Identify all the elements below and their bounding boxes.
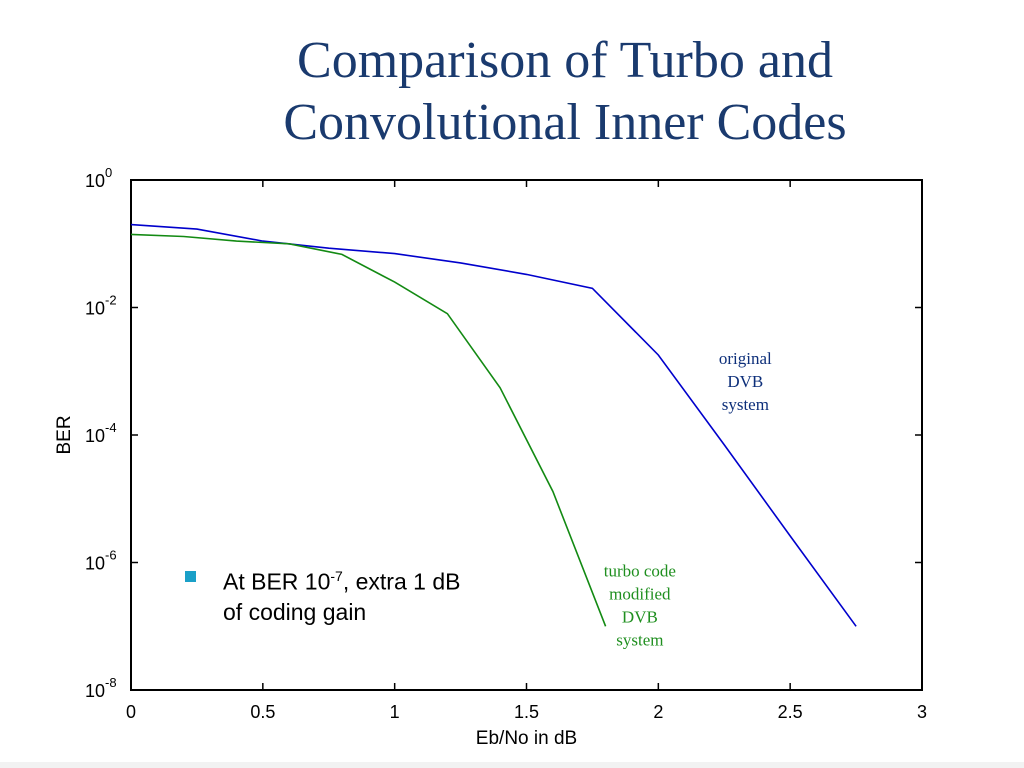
series-layer [130,223,857,627]
annotation-line: system [722,395,769,414]
x-tick-label: 1.5 [514,702,539,722]
x-tick-label: 2 [653,702,663,722]
annotation-line: system [616,631,663,650]
slide-title-line-1: Comparison of Turbo and [297,32,833,89]
bullet-text-pre: At BER 10 [223,568,331,595]
annotation-line: DVB [622,608,658,627]
x-tick-label: 0.5 [250,702,275,722]
bullet-line-2: of coding gain [223,598,367,625]
bullet-square-icon [185,571,196,582]
annotations: original DVB system turbo code modified DVB sy… [604,349,772,650]
bullet-line-1: At BER 10-7, extra 1 dB [223,561,460,597]
y-tick-label: 10-8 [85,675,117,701]
series-line-1 [130,223,857,627]
y-axis-label: BER [54,415,75,454]
bullet-exponent: -7 [330,568,343,584]
x-tick-label: 2.5 [778,702,803,722]
annotation-line: modified [609,585,671,604]
x-tick-label: 1 [390,702,400,722]
annotation-line: original [719,349,772,368]
curve-annotation-1: original DVB system [719,349,772,414]
x-tick-label: 0 [126,702,136,722]
axes: 0 0.5 1 1.5 2 2.5 3 100 10-2 10-4 10-6 10-8 Eb/No in… [54,165,927,749]
slide-footer-strip [0,762,1024,768]
y-tick-label: 100 [85,165,112,191]
slide-title: Comparison of Turbo and Convolutional In… [0,30,1024,154]
y-tick-label: 10-4 [85,420,117,446]
series-line-2 [130,233,607,627]
x-tick-label: 3 [917,702,927,722]
y-tick-label: 10-6 [85,548,117,574]
x-axis-label: Eb/No in dB [476,728,577,749]
bullet-point: At BER 10-7, extra 1 dB of coding gain [185,561,460,627]
annotation-line: turbo code [604,562,676,581]
bullet-text-post: , extra 1 dB [342,568,461,595]
slide-title-line-2: Convolutional Inner Codes [283,94,847,151]
annotation-line: DVB [727,372,763,391]
y-tick-label: 10-2 [85,293,117,319]
curve-annotation-2: turbo code modified DVB system [604,562,676,650]
